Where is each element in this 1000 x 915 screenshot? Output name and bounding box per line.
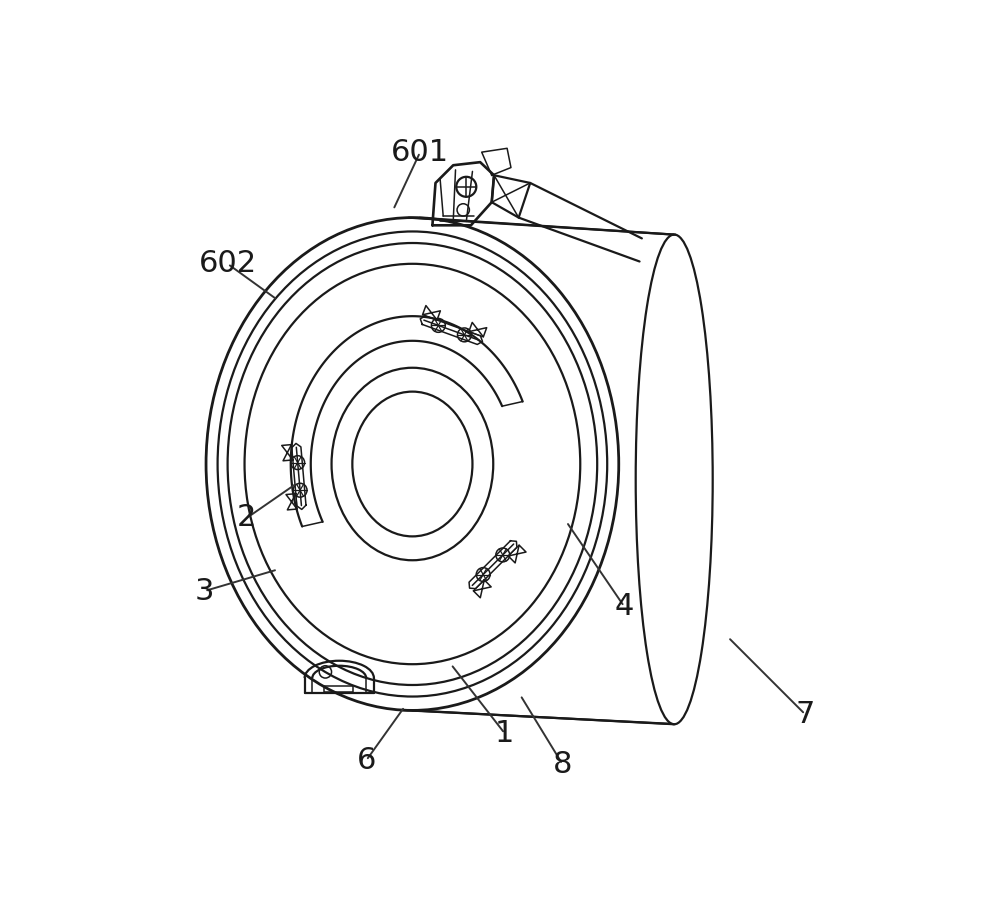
Text: 3: 3: [195, 576, 214, 606]
Text: 601: 601: [391, 137, 449, 167]
Text: 8: 8: [553, 749, 572, 779]
Text: 602: 602: [199, 249, 257, 278]
Text: 1: 1: [495, 719, 514, 748]
Text: 7: 7: [795, 700, 815, 728]
Text: 6: 6: [357, 746, 376, 775]
Text: 4: 4: [614, 592, 634, 621]
Text: 2: 2: [237, 503, 257, 533]
Bar: [324, 685, 353, 692]
